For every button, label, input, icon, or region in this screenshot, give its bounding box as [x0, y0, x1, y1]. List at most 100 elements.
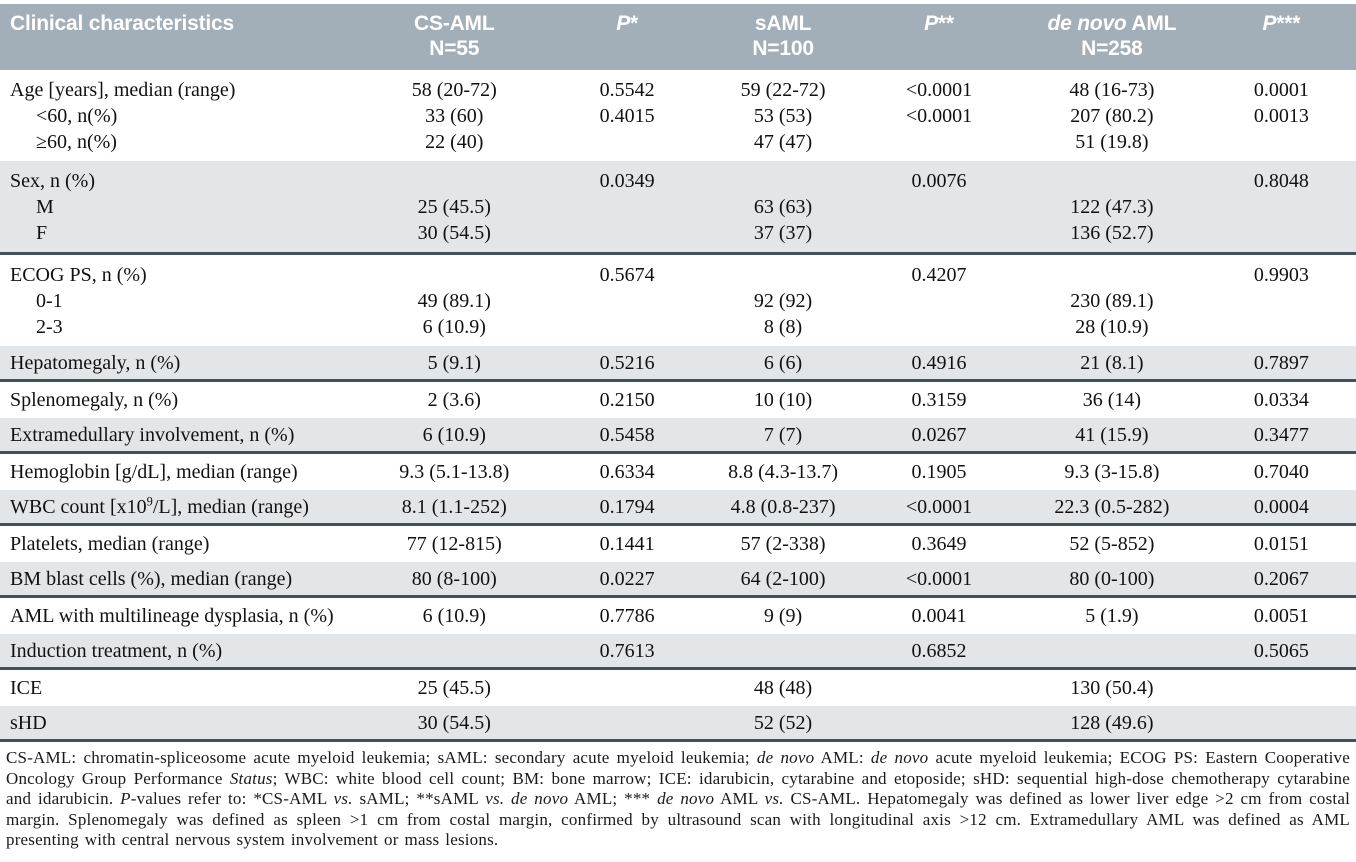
text: Hemoglobin [g/dL], median (range) [10, 461, 298, 483]
cell-cs-aml: 25 (45.5) [417, 196, 491, 218]
cell-p-2stars: <0.0001 [905, 105, 973, 127]
cell-cs-aml: 9.3 (5.1-13.8) [399, 461, 510, 483]
table-footnote: CS-AML: chromatin-spliceosome acute myel… [0, 742, 1356, 851]
text: Sex, n (%) [10, 170, 95, 192]
italic-text: de novo [1047, 12, 1127, 35]
text: ; WBC: white blood cell count; BM: bone … [6, 768, 1350, 809]
cell-p-star: 0.5542 [599, 79, 655, 101]
cell-de-novo-aml: 51 (19.8) [1075, 131, 1149, 153]
row-label: Induction treatment, n (%) [0, 638, 359, 664]
cell-saml: 53 (53) [753, 105, 813, 127]
italic-text: de novo [756, 748, 815, 767]
table-row: 0-1 49 (89.1) 92 (92) 230 (89.1) [0, 288, 1356, 314]
text: ** [937, 12, 954, 35]
cell-p-star: 0.0227 [599, 567, 655, 590]
cell-p-3stars: 0.2067 [1253, 567, 1309, 590]
cell-de-novo-aml: 22.3 (0.5-282) [1054, 495, 1170, 518]
table-row: <60, n(%) 33 (60) 0.4015 53 (53) <0.0001 207 … [0, 103, 1356, 129]
cell-p-2stars: <0.0001 [905, 567, 973, 590]
header-col-n: N=100 [752, 37, 814, 60]
cell-cs-aml: 58 (20-72) [411, 79, 497, 101]
cell-saml: 9 (9) [763, 605, 803, 627]
header-col-de-novo-aml: de novo AML N=258 [1017, 11, 1207, 61]
header-col-saml: sAML N=100 [705, 11, 861, 61]
cell-de-novo-aml: 122 (47.3) [1070, 196, 1154, 218]
text: WBC count [x10 [10, 495, 147, 518]
table-row: Age [years], median (range) 58 (20-72) 0.5… [0, 70, 1356, 103]
cell-saml: 52 (52) [753, 711, 813, 734]
italic-text: vs. [764, 789, 784, 808]
text: F [36, 222, 48, 244]
cell-saml: 48 (48) [753, 677, 813, 699]
header-col-title: sAML [705, 11, 861, 36]
header-col-title: de novo AML [1017, 11, 1207, 36]
table-row: sHD 30 (54.5) 52 (52) 128 (49.6) [0, 706, 1356, 742]
cell-cs-aml: 80 (8-100) [411, 567, 497, 590]
cell-p-2stars: 0.0041 [911, 605, 967, 627]
cell-de-novo-aml: 130 (50.4) [1070, 677, 1154, 699]
cell-p-3stars: 0.0004 [1253, 495, 1309, 518]
text: Hepatomegaly, n (%) [10, 351, 181, 374]
row-label: sHD [0, 710, 359, 736]
header-col-title: P** [861, 11, 1017, 36]
table-row: Hepatomegaly, n (%) 5 (9.1) 0.5216 6 (6) 0.4… [0, 346, 1356, 382]
cell-saml: 64 (2-100) [740, 567, 826, 590]
text: sAML [754, 12, 812, 35]
cell-saml: 10 (10) [753, 389, 813, 411]
cell-p-2stars: 0.3159 [911, 389, 967, 411]
cell-p-2stars: 0.4916 [911, 351, 967, 374]
header-col-n: N=55 [429, 37, 480, 60]
table-header-row: Clinical characteristics CS-AML N=55 P* sAM… [0, 4, 1356, 70]
cell-p-3stars: 0.0013 [1253, 105, 1309, 127]
italic-text: de novo [870, 748, 929, 767]
text: sAML; **sAML [352, 789, 486, 808]
cell-p-star: 0.5458 [599, 423, 655, 446]
cell-saml: 7 (7) [763, 423, 803, 446]
text: ECOG PS, n (%) [10, 264, 147, 286]
row-label: Hemoglobin [g/dL], median (range) [0, 459, 359, 485]
row-label: Splenomegaly, n (%) [0, 387, 359, 413]
row-label: AML with multilineage dysplasia, n (%) [0, 603, 359, 629]
cell-de-novo-aml: 52 (5-852) [1069, 533, 1155, 555]
table-row: WBC count [x109/L], median (range) 8.1 (1… [0, 490, 1356, 526]
table-row: Induction treatment, n (%) 0.7613 0.6852 0.… [0, 634, 1356, 670]
row-label: BM blast cells (%), median (range) [0, 566, 359, 592]
cell-cs-aml: 49 (89.1) [417, 290, 491, 312]
row-label: Extramedullary involvement, n (%) [0, 422, 359, 448]
cell-p-2stars: <0.0001 [905, 495, 973, 518]
header-col-p-star: P* [549, 11, 705, 36]
text: /L], median (range) [152, 495, 309, 518]
cell-saml: 8.8 (4.3-13.7) [728, 461, 839, 483]
table-row: Hemoglobin [g/dL], median (range) 9.3 (5.… [0, 454, 1356, 490]
table-row: ICE 25 (45.5) 48 (48) 130 (50.4) [0, 670, 1356, 706]
cell-de-novo-aml: 230 (89.1) [1070, 290, 1154, 312]
cell-cs-aml: 8.1 (1.1-252) [401, 495, 507, 518]
row-label: M [0, 194, 359, 220]
row-label: Sex, n (%) [0, 168, 359, 194]
table-row: 2-3 6 (10.9) 8 (8) 28 (10.9) [0, 314, 1356, 346]
table-row: AML with multilineage dysplasia, n (%) 6 … [0, 598, 1356, 634]
cell-p-star: 0.4015 [599, 105, 655, 127]
table-row: Sex, n (%) 0.0349 0.0076 0.8048 [0, 161, 1356, 194]
text: AML [714, 789, 765, 808]
cell-p-star: 0.7786 [599, 605, 655, 627]
table-row: M 25 (45.5) 63 (63) 122 (47.3) [0, 194, 1356, 220]
header-col-n: N=258 [1081, 37, 1143, 60]
text: <60, n(%) [36, 105, 118, 127]
cell-cs-aml: 77 (12-815) [406, 533, 502, 555]
italic-text: vs. [333, 789, 353, 808]
table-body: Age [years], median (range) 58 (20-72) 0.5… [0, 70, 1356, 742]
cell-cs-aml: 6 (10.9) [422, 605, 486, 627]
row-label: Age [years], median (range) [0, 77, 359, 103]
clinical-characteristics-table: Clinical characteristics CS-AML N=55 P* sAM… [0, 4, 1356, 742]
text: AML [1126, 12, 1177, 35]
text: 2-3 [36, 316, 63, 338]
row-label: <60, n(%) [0, 103, 359, 129]
cell-p-star: 0.1794 [599, 495, 655, 518]
cell-de-novo-aml: 207 (80.2) [1070, 105, 1154, 127]
cell-p-3stars: 0.8048 [1253, 170, 1309, 192]
cell-cs-aml: 33 (60) [425, 105, 484, 127]
cell-saml: 8 (8) [763, 316, 803, 338]
italic-text: Status [229, 768, 273, 788]
text: AML: [814, 748, 871, 767]
